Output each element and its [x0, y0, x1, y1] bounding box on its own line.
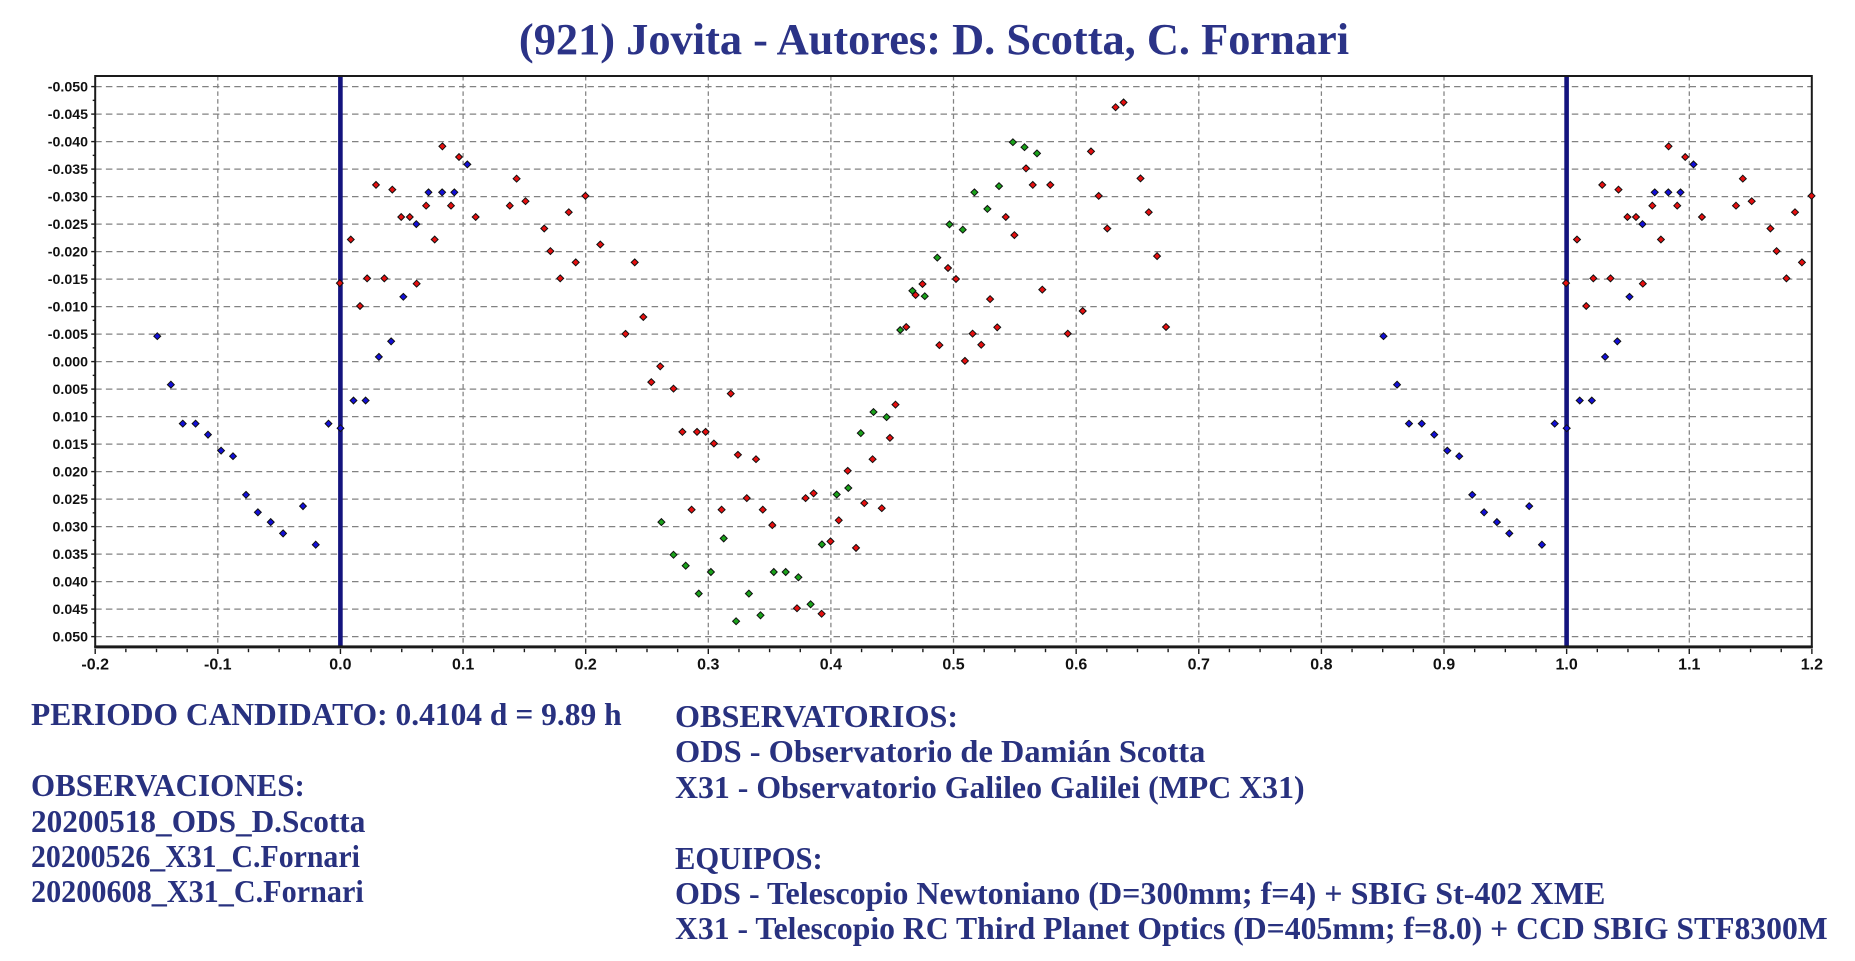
svg-text:0.6: 0.6 — [1065, 657, 1087, 674]
svg-text:-0.035: -0.035 — [48, 162, 88, 178]
svg-text:0.3: 0.3 — [697, 657, 719, 674]
svg-text:0.7: 0.7 — [1188, 657, 1210, 674]
svg-text:-0.2: -0.2 — [81, 657, 109, 674]
svg-text:0.010: 0.010 — [52, 409, 88, 425]
svg-text:0.000: 0.000 — [52, 354, 88, 370]
svg-text:-0.015: -0.015 — [48, 272, 88, 288]
svg-text:0.4: 0.4 — [820, 657, 842, 674]
svg-text:1.0: 1.0 — [1555, 657, 1577, 674]
svg-text:0.015: 0.015 — [52, 437, 88, 453]
svg-text:0.025: 0.025 — [52, 492, 88, 508]
svg-text:-0.025: -0.025 — [48, 217, 88, 233]
svg-text:-0.040: -0.040 — [48, 134, 88, 150]
svg-text:0.9: 0.9 — [1433, 657, 1455, 674]
svg-text:0.8: 0.8 — [1310, 657, 1332, 674]
svg-text:0.030: 0.030 — [52, 519, 88, 535]
svg-text:0.040: 0.040 — [52, 574, 88, 590]
svg-text:-0.010: -0.010 — [48, 299, 88, 315]
svg-text:-0.1: -0.1 — [204, 657, 232, 674]
svg-text:-0.005: -0.005 — [48, 327, 88, 343]
svg-text:0.020: 0.020 — [52, 464, 88, 480]
svg-text:0.2: 0.2 — [575, 657, 597, 674]
svg-text:0.1: 0.1 — [452, 657, 474, 674]
svg-text:-0.020: -0.020 — [48, 244, 88, 260]
svg-text:1.1: 1.1 — [1678, 657, 1700, 674]
svg-text:0.050: 0.050 — [52, 629, 88, 645]
svg-text:0.035: 0.035 — [52, 547, 88, 563]
svg-text:-0.030: -0.030 — [48, 189, 88, 205]
svg-text:-0.045: -0.045 — [48, 107, 88, 123]
svg-text:0.5: 0.5 — [942, 657, 964, 674]
svg-text:0.0: 0.0 — [329, 657, 351, 674]
svg-text:-0.050: -0.050 — [48, 79, 88, 95]
svg-text:0.045: 0.045 — [52, 602, 88, 618]
svg-text:1.2: 1.2 — [1801, 657, 1823, 674]
svg-text:0.005: 0.005 — [52, 382, 88, 398]
